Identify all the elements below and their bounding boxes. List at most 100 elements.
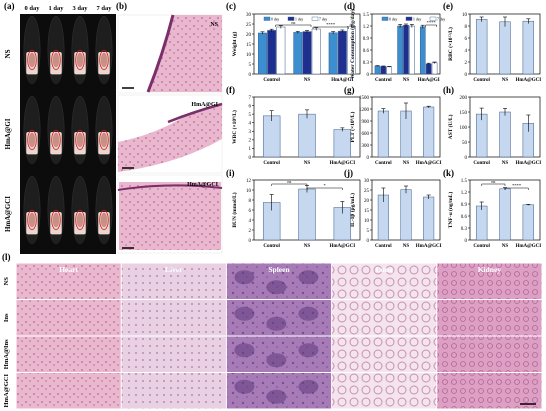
- significance-bracket: [504, 187, 529, 190]
- bar: [298, 188, 316, 241]
- y-tick-label: 0.3: [461, 227, 468, 232]
- y-tick-label: 200: [460, 96, 468, 101]
- x-tick-label: NS: [403, 78, 410, 83]
- y-tick-label: 0.9: [461, 203, 468, 208]
- wound-area: [28, 132, 36, 148]
- bar: [419, 26, 426, 75]
- significance-bracket: [425, 24, 437, 27]
- x-tick-label: HmA@GI: [331, 78, 353, 83]
- y-tick-label: 4: [249, 219, 252, 224]
- legend-swatch: [311, 16, 319, 21]
- spleen-white-pulp: [266, 389, 287, 404]
- spleen-white-pulp: [266, 353, 287, 368]
- y-tick-label: 1: [249, 147, 252, 152]
- y-axis-label: TNF-α (ng/mL): [447, 192, 454, 229]
- wound-area: [100, 52, 108, 68]
- spleen-white-pulp: [298, 379, 319, 394]
- bar: [475, 205, 488, 241]
- tissue-row-label: NS: [3, 277, 10, 286]
- tissue-image-lung: [332, 300, 437, 336]
- y-tick-label: 8: [249, 199, 252, 204]
- panel-label-l: (l): [2, 252, 11, 262]
- significance-mark: ****: [512, 183, 522, 188]
- wound-outline: [51, 209, 61, 230]
- y-axis-label: IL-1β (pg/mL): [349, 193, 356, 227]
- legend-swatch: [263, 16, 271, 21]
- y-tick-label: 20: [246, 33, 252, 38]
- tissue-row-label: HmA@Ins: [3, 339, 10, 369]
- x-tick-label: Control: [473, 244, 490, 249]
- x-tick-label: NS: [403, 161, 410, 166]
- bar: [431, 62, 438, 75]
- wound-outline: [99, 50, 109, 71]
- y-tick-label: 50: [462, 141, 468, 146]
- y-tick-label: 150: [460, 111, 468, 116]
- significance-bracket: [306, 187, 343, 190]
- y-axis-label: PLT (×10⁹/L): [349, 112, 356, 143]
- x-tick-label: HmA@GCI: [515, 161, 541, 166]
- x-tick-label: NS: [403, 244, 410, 249]
- tissue-section: [148, 15, 222, 92]
- y-tick-label: 0: [249, 73, 252, 78]
- wound-area: [100, 132, 108, 148]
- panel-label-c: (c): [226, 1, 236, 11]
- panel-label-i: (i): [226, 168, 235, 178]
- y-tick-label: 0.9: [363, 37, 370, 42]
- wound-outline: [75, 209, 85, 230]
- y-tick-label: 2: [465, 61, 468, 66]
- chart-g: (g) 0 300 600 900 1200 1500 PLT (×10⁹/L) Control…: [344, 85, 442, 166]
- y-tick-label: 30: [364, 179, 370, 184]
- spleen-white-pulp: [298, 270, 319, 285]
- panel-label-f: (f): [226, 85, 235, 95]
- spleen-white-pulp: [234, 343, 255, 358]
- tissue-column-label: Heart: [59, 265, 78, 274]
- panel-label-b: (b): [116, 1, 127, 11]
- y-tick-label: 1.5: [461, 179, 468, 184]
- y-tick-label: 2: [249, 139, 252, 144]
- wound-area: [28, 52, 36, 68]
- x-tick-label: NS: [502, 244, 509, 249]
- group-label: NS: [4, 49, 12, 58]
- x-tick-label: NS: [304, 244, 311, 249]
- tissue-row-label: Ins: [3, 313, 10, 322]
- x-tick-label: Control: [263, 161, 280, 166]
- tissue-image-kidney: [437, 336, 542, 372]
- wound-outline: [27, 129, 37, 150]
- bar: [333, 129, 352, 158]
- legend-entry: 7 day: [319, 17, 327, 21]
- y-tick-label: 0.6: [363, 49, 370, 54]
- histology-label: HmA@GCI: [187, 182, 219, 188]
- y-tick-label: 30: [246, 13, 252, 18]
- y-tick-label: 6: [465, 37, 468, 42]
- x-tick-label: NS: [502, 161, 509, 166]
- x-tick-label: HmA@GCI: [329, 244, 355, 249]
- spleen-white-pulp: [266, 280, 287, 295]
- x-tick-label: Control: [263, 244, 280, 249]
- y-tick-label: 20: [364, 199, 370, 204]
- y-tick-label: 25: [246, 23, 252, 28]
- x-tick-label: Control: [375, 78, 392, 83]
- wound-area: [76, 212, 84, 228]
- tissue-image-lung: [332, 336, 437, 372]
- bar: [397, 25, 403, 75]
- y-axis-label: Water Consumption (g/g/day): [349, 9, 356, 79]
- tissue-column-label: Liver: [165, 265, 183, 274]
- tissue-image-kidney: [437, 263, 542, 299]
- y-tick-label: 15: [364, 209, 370, 214]
- y-tick-label: 10: [246, 189, 252, 194]
- chart-f: (f) 0 1 2 3 4 5 6 7 WBC (×10⁹/L) Control NS HmA@GCI: [226, 85, 361, 166]
- y-tick-label: 300: [362, 144, 370, 149]
- group-label: HmA@GI: [4, 118, 12, 149]
- y-tick-label: 1200: [359, 108, 370, 113]
- y-tick-label: 7: [249, 96, 252, 101]
- y-tick-label: 0: [367, 239, 370, 244]
- significance-bracket: [275, 24, 312, 27]
- x-tick-label: NS: [502, 78, 509, 83]
- significance-mark: ****: [326, 22, 336, 27]
- bar: [425, 63, 432, 75]
- y-tick-label: 0: [249, 156, 252, 161]
- y-axis-label: Weight (g): [231, 32, 238, 57]
- time-label: 7 day: [97, 5, 113, 12]
- legend-entry: 0 day: [271, 17, 279, 21]
